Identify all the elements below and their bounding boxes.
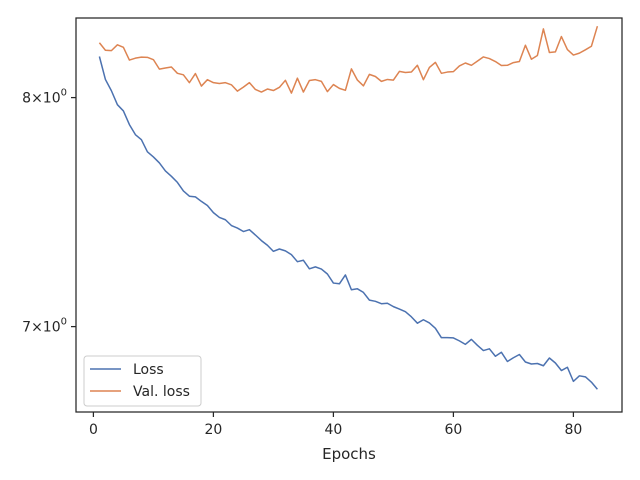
legend-label-val-loss: Val. loss	[133, 384, 190, 400]
plot-lines	[98, 25, 599, 390]
legend-label-loss: Loss	[133, 362, 164, 378]
x-tick-label: 80	[564, 422, 582, 438]
y-tick-label: 7×100	[22, 317, 67, 336]
x-tick-label: 0	[89, 422, 98, 438]
series-line-loss	[98, 56, 598, 390]
legend: Loss Val. loss	[83, 355, 202, 407]
y-tick-label: 8×100	[22, 88, 67, 107]
x-tick-label: 60	[444, 422, 462, 438]
series-line-val-loss	[98, 25, 599, 94]
y-tick-label-base: 7×10	[22, 320, 60, 336]
y-tick-label-exponent: 0	[61, 317, 67, 328]
y-tick-label-base: 8×10	[22, 91, 60, 107]
x-tick-label: 20	[204, 422, 222, 438]
x-axis: 0 20 40 60 80	[89, 412, 582, 438]
plot-frame	[75, 17, 623, 413]
x-axis-label: Epochs	[322, 445, 376, 463]
x-tick-label: 40	[324, 422, 342, 438]
y-tick-label-exponent: 0	[61, 88, 67, 99]
